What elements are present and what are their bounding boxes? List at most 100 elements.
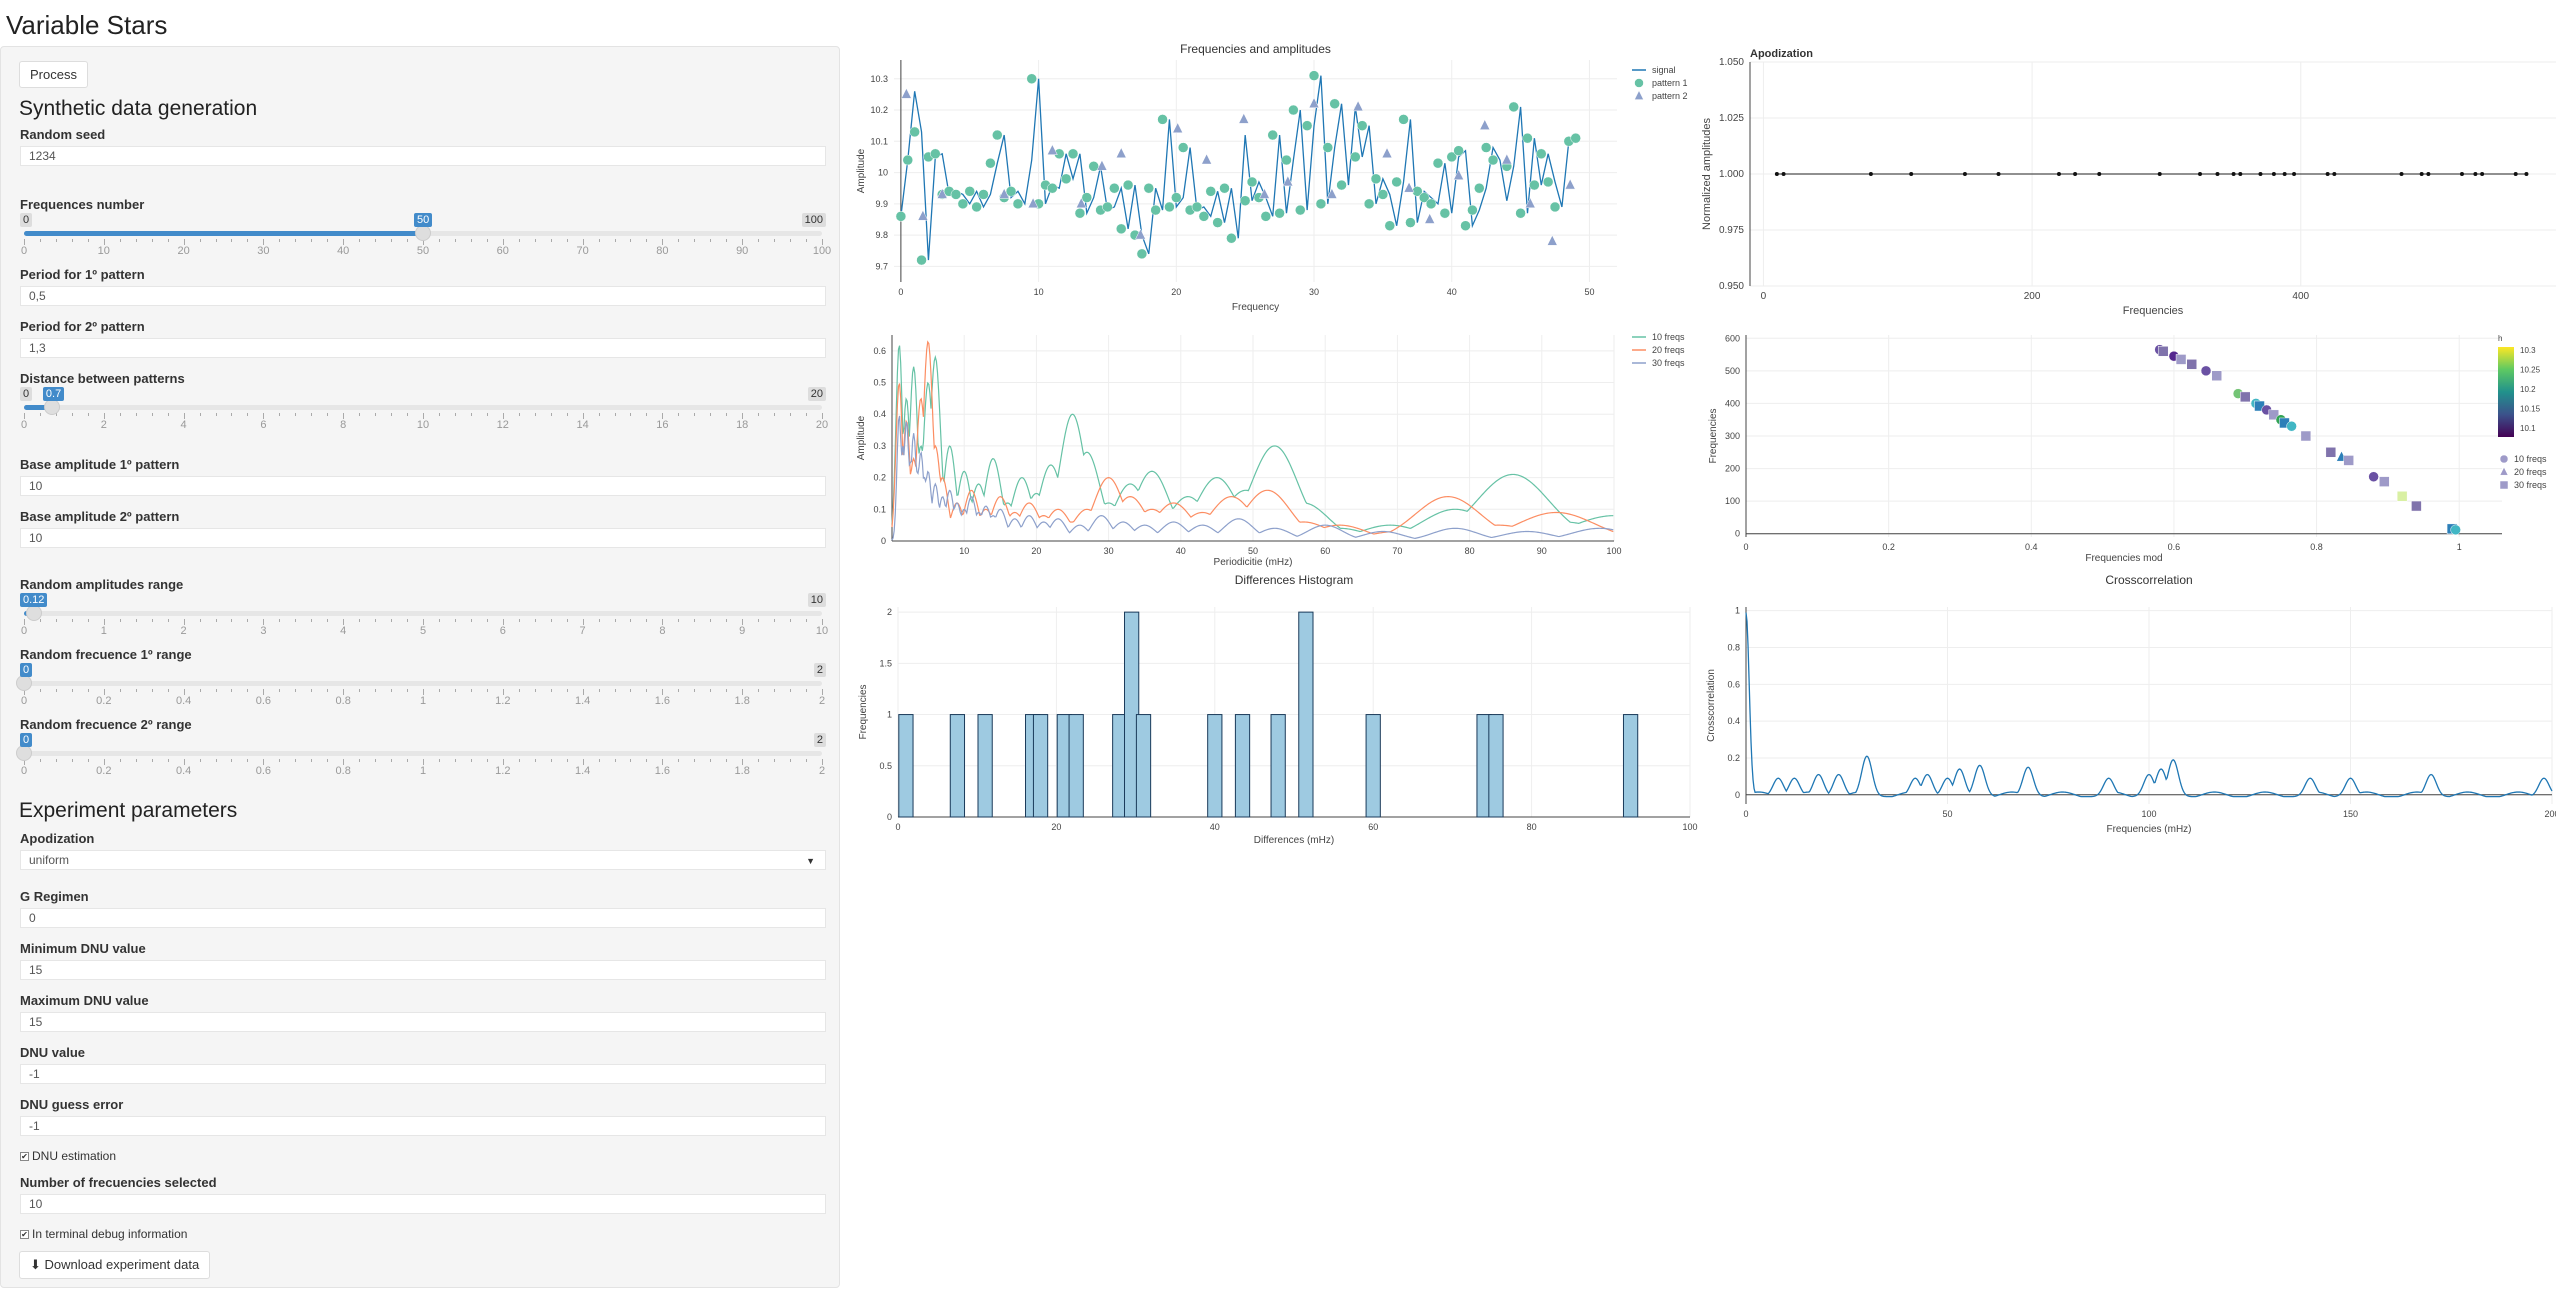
legend-pattern1-swatch	[1634, 78, 1644, 88]
y-tick-label: 1.5	[879, 658, 892, 668]
slider-tick	[742, 619, 744, 625]
frequencies-mod-chart[interactable]: 0 100 200 300 400 500 600 0 0.2 0.4 0.6 0.8 1 Frequen…	[1702, 325, 2556, 580]
slider-tick-label: 2	[818, 695, 826, 707]
slider-handle[interactable]	[25, 605, 42, 621]
slider-tick-label: 6	[260, 419, 267, 431]
slider-tick	[630, 759, 632, 762]
periodicity-chart[interactable]: 0 0.1 0.2 0.3 0.4 0.5 0.6 10 20 30 40 50 60 70 80 90 100…	[852, 325, 1702, 580]
mod-point	[2286, 420, 2297, 432]
pattern1-point	[1239, 195, 1251, 206]
pattern1-point	[1329, 98, 1340, 110]
slider-tick	[359, 689, 361, 692]
base-amp2-input[interactable]: 10	[20, 528, 826, 548]
random-seed-input[interactable]: 1234	[20, 146, 826, 166]
rand-freq2-slider[interactable]: 0 0.2 0.4 0.6 0.8 1 1.2 1.4 1.6 1.8 2 0 2	[16, 733, 826, 777]
slider-tick	[247, 413, 249, 416]
slider-tick	[470, 619, 472, 622]
slider-tick	[598, 239, 600, 242]
slider-handle[interactable]	[43, 399, 60, 415]
mod-point	[2450, 524, 2461, 536]
slider-tick-label: 20	[815, 419, 829, 431]
slider-tick	[279, 619, 281, 622]
rand-freq1-slider[interactable]: 0 0.2 0.4 0.6 0.8 1 1.2 1.4 1.6 1.8 2 0 2	[16, 663, 826, 707]
pattern1-point	[1322, 142, 1334, 153]
y-tick-label: 0.5	[879, 761, 892, 771]
x-tick-label: 20	[1031, 546, 1041, 556]
pattern1-point	[1398, 114, 1409, 125]
freq-number-slider[interactable]: 0 10 20 30 40 50 60 70 80 90 100 0 50 100	[20, 213, 831, 257]
pattern2-point	[1479, 119, 1491, 130]
slider-tick	[630, 689, 632, 692]
slider-tick	[263, 239, 265, 245]
pattern2-point	[1096, 159, 1108, 171]
slider-tick	[534, 619, 536, 622]
slider-tick	[662, 413, 664, 419]
slider-tick	[343, 759, 345, 765]
apodization-chart[interactable]: 0.950 0.975 1.000 1.025 1.050 0 200 400 Apodizat…	[1701, 40, 2556, 320]
pattern1-point	[1067, 148, 1079, 160]
pattern1-point	[1274, 207, 1285, 219]
histogram-bar	[1298, 611, 1314, 818]
pattern1-point	[1060, 173, 1072, 185]
x-tick-label: 0	[895, 822, 900, 832]
pattern1-point	[1246, 176, 1258, 188]
debug-checkbox[interactable]: ✔ In terminal debug information	[20, 1227, 187, 1241]
dnu-error-input[interactable]: -1	[20, 1116, 826, 1136]
download-button[interactable]: ⬇ Download experiment data	[19, 1251, 211, 1279]
slider-handle[interactable]	[415, 225, 431, 241]
slider-tick	[359, 759, 361, 762]
dnu-value-label: DNU value	[20, 1045, 86, 1060]
slider-tick-label: 0	[20, 419, 28, 431]
min-dnu-input[interactable]: 15	[20, 960, 826, 980]
pattern1-point	[1536, 148, 1547, 160]
slider-tick	[438, 239, 440, 242]
pattern1-point	[957, 198, 969, 210]
num-freq-selected-input[interactable]: 10	[20, 1194, 826, 1214]
rand-amp-slider[interactable]: 0 1 2 3 4 5 6 7 8 9 10 0.12 10	[20, 593, 828, 637]
histogram-bar	[898, 714, 914, 818]
pattern1-point	[1081, 192, 1093, 203]
pattern1-point	[1467, 204, 1478, 216]
slider-handle[interactable]	[16, 675, 32, 691]
slider-tick	[726, 239, 728, 242]
slider-tick-label: 9	[739, 625, 746, 637]
base-amp1-input[interactable]: 10	[20, 476, 826, 496]
pattern1-point	[1102, 201, 1113, 213]
slider-tick	[423, 689, 424, 695]
slider-tick-label: 70	[576, 245, 589, 257]
period1-input[interactable]: 0,5	[20, 286, 826, 306]
slider-handle[interactable]	[16, 745, 32, 761]
slider-tick-label: 0	[20, 625, 28, 637]
slider-tick	[359, 619, 361, 622]
max-dnu-input[interactable]: 15	[20, 1012, 826, 1032]
slider-tick	[327, 239, 329, 242]
slider-tick-label: 0.2	[96, 765, 112, 777]
num-freq-selected-label: Number of frecuencies selected	[20, 1175, 217, 1190]
slider-tick-label: 1	[100, 625, 107, 637]
period2-input[interactable]: 1,3	[20, 338, 826, 358]
slider-tick	[694, 239, 696, 242]
slider-tick	[438, 619, 440, 622]
apodization-select[interactable]: uniform ▼	[20, 850, 826, 870]
slider-tick	[231, 413, 233, 416]
pattern1-point	[1012, 198, 1024, 210]
pattern1-point	[1480, 142, 1492, 153]
distance-slider[interactable]: 0 2 4 6 8 10 12 14 16 18 20 0 0.7 20	[20, 387, 829, 431]
dnu-estimation-checkbox[interactable]: ✔ DNU estimation	[20, 1149, 116, 1163]
slider-tick	[407, 759, 409, 762]
slider-tick	[215, 619, 217, 622]
slider-tick	[215, 759, 217, 762]
crosscorrelation-chart[interactable]: 0 0.2 0.4 0.6 0.8 1 0 50 100 150 200 Crosscorrelati…	[1702, 572, 2556, 852]
frequencies-amplitudes-chart[interactable]: 9.7 9.8 9.9 10 10.1 10.2 10.3 0 10 20 30 40 50 Freque…	[852, 40, 1702, 320]
slider-tick	[151, 413, 153, 416]
slider-tick-label: 2	[100, 419, 107, 431]
process-button[interactable]: Process	[19, 61, 88, 88]
y-tick-label: 0.950	[1719, 281, 1744, 292]
g-regimen-input[interactable]: 0	[20, 908, 826, 928]
slider-tick-label: 14	[576, 419, 589, 431]
periodicity-line	[891, 415, 1614, 541]
y-tick-label: 9.9	[875, 199, 888, 209]
dnu-value-input[interactable]: -1	[20, 1064, 826, 1084]
slider-tick	[662, 619, 664, 625]
